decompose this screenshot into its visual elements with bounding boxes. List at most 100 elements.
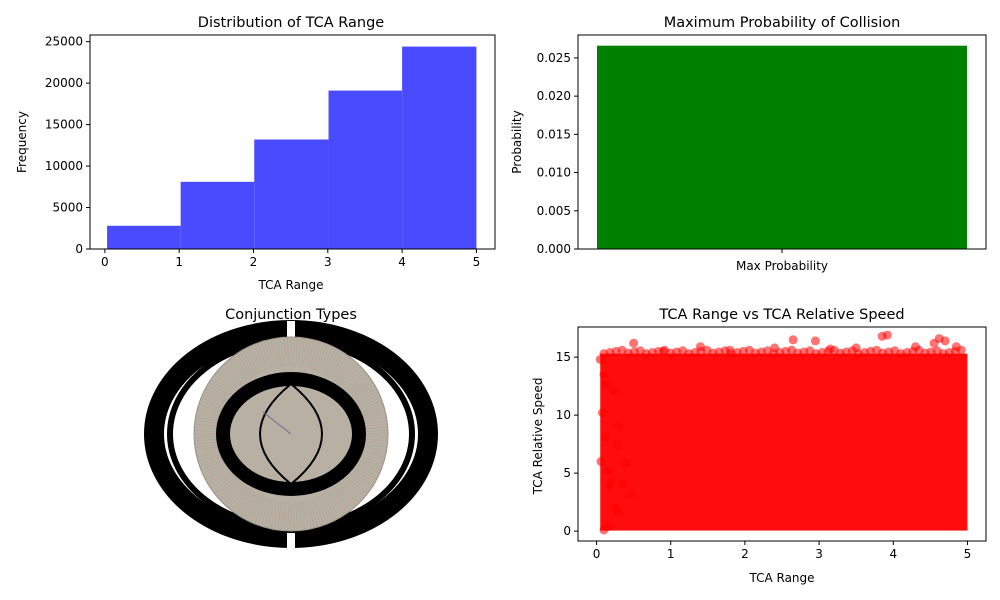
- histogram-xtick-label: 5: [473, 255, 481, 269]
- pie-wedge: [202, 461, 229, 474]
- scatter-title: TCA Range vs TCA Relative Speed: [658, 307, 904, 323]
- pie-wedge: [210, 471, 235, 489]
- pie-wedge: [316, 496, 328, 525]
- scatter-point: [614, 508, 624, 518]
- pie-wedge: [353, 461, 380, 474]
- probability-chart: Maximum Probability of Collision Max Pro…: [510, 15, 987, 273]
- scatter-dense-cloud: [600, 353, 968, 531]
- pie-wedge: [311, 498, 322, 527]
- pie-wedge: [309, 340, 318, 369]
- scatter-point: [911, 342, 921, 352]
- pie-wedge: [264, 340, 273, 369]
- pie-wedge: [277, 337, 282, 367]
- pie-wedge: [307, 339, 315, 369]
- scatter-point: [600, 432, 610, 442]
- histogram-bar-3: [254, 139, 329, 249]
- pie-wedge: [339, 366, 361, 387]
- histogram-ylabel: Frequency: [15, 111, 29, 173]
- pie-wedge: [344, 475, 368, 494]
- pie-wedge: [218, 368, 241, 389]
- pie-wedge: [314, 497, 325, 526]
- scatter-ytick-label: 5: [563, 466, 571, 480]
- scatter-xtick-label: 5: [964, 547, 972, 561]
- pie-wedge: [287, 337, 289, 367]
- histogram-ytick-label: 25000: [45, 35, 83, 49]
- pie-wedge: [322, 348, 337, 375]
- histogram-bar-5: [402, 46, 477, 250]
- pie-wedge: [223, 364, 244, 386]
- pie-wedge: [270, 339, 278, 368]
- pie-wedge: [223, 482, 244, 504]
- scatter-point: [658, 346, 668, 356]
- pie-wedge: [311, 341, 322, 370]
- scatter-xlabel: TCA Range: [748, 571, 814, 585]
- pie-wedge: [233, 488, 252, 513]
- pie-wedge: [212, 376, 237, 395]
- pie-wedge: [280, 501, 285, 531]
- scatter-xtick-label: 2: [741, 547, 749, 561]
- histogram-ytick-label: 0: [75, 242, 83, 256]
- pie-wedge: [225, 484, 246, 507]
- pie-wedge: [212, 473, 237, 492]
- scatter-point: [629, 338, 639, 348]
- pie-wedge: [314, 342, 325, 371]
- pie-wedge: [338, 364, 359, 386]
- scatter-point: [695, 342, 705, 352]
- scatter-point: [603, 466, 613, 476]
- pie-wedge: [233, 355, 252, 380]
- pie-wedge: [295, 501, 299, 531]
- scatter-point: [788, 335, 798, 345]
- scatter-chart: TCA Range vs TCA Relative Speed 0 1 2 3 4 5 0 5…: [531, 307, 987, 585]
- histogram-xtick-label: 0: [101, 255, 109, 269]
- pie-wedge: [251, 345, 264, 372]
- scatter-point: [770, 343, 780, 353]
- scatter-ytick-label: 15: [556, 350, 571, 364]
- pie-wedge: [208, 382, 234, 399]
- histogram-axes-frame: [89, 34, 496, 250]
- pie-wedge: [338, 482, 359, 504]
- pie-wedge: [345, 473, 370, 492]
- pie-wedge: [345, 376, 370, 395]
- histogram-ytick-label: 10000: [45, 159, 83, 173]
- pie-wedge: [350, 465, 377, 480]
- pie-wedge: [293, 337, 295, 367]
- pie-wedge: [334, 359, 354, 383]
- scatter-point: [595, 354, 605, 364]
- probability-ytick-label: 0.025: [537, 51, 571, 65]
- pie-wedge: [320, 495, 334, 522]
- pie-wedge: [264, 499, 273, 528]
- pie-wedge: [202, 394, 229, 407]
- pie-wedge: [332, 487, 351, 511]
- histogram-ytick-label: 5000: [52, 201, 83, 215]
- pie-wedge: [245, 348, 260, 375]
- pie-wedge: [257, 497, 268, 526]
- pie-wedge: [203, 391, 230, 405]
- pie-wedge: [260, 341, 271, 370]
- pie-wedge: [300, 337, 305, 367]
- pie-wedge: [251, 496, 264, 523]
- pie-wedge: [352, 463, 379, 477]
- pie-wedge: [349, 385, 376, 401]
- pie-wedge: [352, 391, 379, 405]
- pie-wedge: [330, 488, 349, 513]
- scatter-point: [597, 408, 607, 418]
- scatter-axes-frame: [577, 326, 987, 542]
- scatter-point: [599, 370, 609, 380]
- scatter-point: [882, 330, 892, 340]
- histogram-ytick-label: 15000: [45, 118, 83, 132]
- pie-wedge: [350, 388, 377, 403]
- scatter-point: [621, 458, 631, 468]
- scatter-point: [625, 489, 635, 499]
- scatter-point: [600, 379, 610, 389]
- scatter-point: [596, 457, 606, 467]
- pie-wedge: [336, 361, 357, 384]
- histogram-ytick-label: 20000: [45, 76, 83, 90]
- scatter-point: [605, 481, 615, 491]
- scatter-ytick-label: 0: [563, 524, 571, 538]
- pie-wedge: [348, 382, 374, 399]
- histogram-bar-4: [328, 90, 403, 250]
- scatter-point: [810, 336, 820, 346]
- pie-wedge: [270, 500, 278, 529]
- scatter-point: [851, 343, 861, 353]
